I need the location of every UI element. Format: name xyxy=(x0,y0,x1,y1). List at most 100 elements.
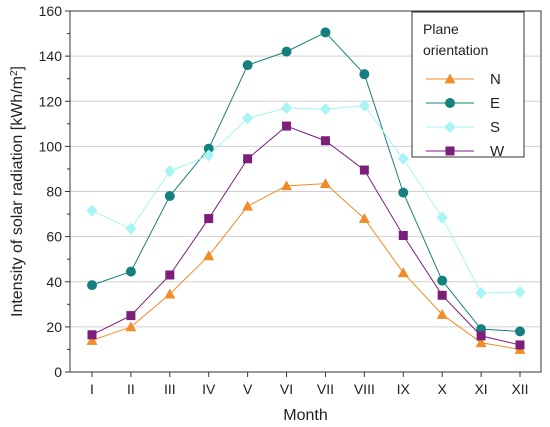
legend-marker xyxy=(445,98,455,108)
legend-marker xyxy=(445,146,455,156)
legend-entry-s: S xyxy=(426,119,500,136)
data-point-e xyxy=(242,60,253,71)
legend-entry-w: W xyxy=(426,143,505,160)
data-point-s xyxy=(281,102,293,115)
data-point-w xyxy=(126,311,136,321)
data-point-w xyxy=(437,290,447,300)
x-tick-label: XII xyxy=(511,381,528,397)
data-point-s xyxy=(86,204,98,217)
x-axis-title: Month xyxy=(283,407,327,424)
data-point-w xyxy=(243,154,253,164)
x-tick-label: III xyxy=(164,381,176,397)
legend-marker xyxy=(444,121,456,133)
data-point-n xyxy=(203,250,215,261)
legend-entry-e: E xyxy=(426,95,500,112)
x-tick-label: II xyxy=(127,381,135,397)
x-tick-label: IV xyxy=(202,381,216,397)
data-point-e xyxy=(125,266,136,277)
data-point-n xyxy=(358,213,370,223)
data-point-e xyxy=(398,187,409,198)
data-point-w xyxy=(282,121,292,131)
series-line-s xyxy=(91,105,521,294)
data-point-w xyxy=(476,331,486,341)
data-point-e xyxy=(320,27,331,38)
series-lines xyxy=(86,27,526,354)
data-point-w xyxy=(204,214,214,224)
y-axis-title-main: Intensity of solar radiation [kWh/m xyxy=(9,76,26,317)
y-axis-title: Intensity of solar radiation [kWh/m2] xyxy=(9,66,27,317)
series-n xyxy=(86,178,526,354)
y-tick-label: 140 xyxy=(39,48,63,64)
data-point-s xyxy=(358,99,370,112)
data-point-n xyxy=(125,321,137,332)
data-point-n xyxy=(397,267,409,278)
x-tick-label: VI xyxy=(280,381,293,397)
data-point-s xyxy=(436,211,448,224)
data-point-e xyxy=(203,143,214,154)
y-axis-title-end: ] xyxy=(9,66,26,70)
y-tick-label: 80 xyxy=(46,184,62,200)
data-point-n xyxy=(242,200,254,211)
data-point-e xyxy=(164,191,175,202)
y-tick-label: 160 xyxy=(39,3,63,19)
data-point-s xyxy=(125,222,137,235)
x-tick-label: I xyxy=(90,381,94,397)
data-point-w xyxy=(398,230,408,240)
y-tick-label: 0 xyxy=(54,364,62,380)
data-point-w xyxy=(359,165,369,175)
series-line-e xyxy=(91,31,521,332)
legend-entry-n: N xyxy=(426,71,501,88)
data-point-n xyxy=(436,308,448,319)
data-point-e xyxy=(359,69,370,80)
data-point-n xyxy=(86,334,98,345)
data-point-e xyxy=(87,280,97,291)
data-point-e xyxy=(515,326,525,337)
legend-label: E xyxy=(490,95,500,112)
data-point-s xyxy=(397,152,409,165)
x-tick-label: V xyxy=(243,381,253,397)
data-point-e xyxy=(437,275,448,286)
x-tick-label: X xyxy=(438,381,448,397)
y-tick-label: 120 xyxy=(39,93,63,109)
data-point-s xyxy=(475,287,487,300)
series-line-n xyxy=(91,183,521,350)
data-point-s xyxy=(514,285,526,298)
legend-label: N xyxy=(490,71,501,88)
legend-label: S xyxy=(490,119,500,136)
data-point-s xyxy=(319,103,331,116)
x-axis-ticks: I II III IV V VI VII VIII IX X XI XII xyxy=(90,372,529,397)
data-point-s xyxy=(203,149,215,162)
data-point-w xyxy=(87,330,97,340)
x-tick-label: IX xyxy=(397,381,411,397)
y-axis-ticks: 0 20 40 60 80 100 120 140 160 xyxy=(39,3,70,380)
x-tick-label: XI xyxy=(474,381,487,397)
data-point-n xyxy=(319,178,331,189)
data-point-n xyxy=(475,337,487,348)
legend-marker xyxy=(444,73,456,84)
series-s xyxy=(86,99,526,300)
data-point-e xyxy=(281,46,292,57)
x-tick-label: VII xyxy=(317,381,334,397)
data-point-n xyxy=(164,288,176,299)
legend-title-line2: orientation xyxy=(423,42,488,58)
legend-box xyxy=(411,11,525,158)
data-point-s xyxy=(242,112,254,125)
series-w xyxy=(87,121,525,350)
data-point-s xyxy=(164,165,176,178)
y-axis-title-sup: 2 xyxy=(9,70,20,76)
y-tick-label: 20 xyxy=(46,319,62,335)
data-point-n xyxy=(281,180,293,191)
data-point-w xyxy=(320,136,330,146)
legend-label: W xyxy=(490,143,505,160)
data-point-w xyxy=(515,340,525,350)
data-point-w xyxy=(165,270,175,280)
series-line-w xyxy=(91,125,521,346)
y-tick-label: 100 xyxy=(39,138,63,154)
series-e xyxy=(87,27,525,337)
y-tick-label: 60 xyxy=(46,229,62,245)
x-tick-label: VIII xyxy=(354,381,375,397)
